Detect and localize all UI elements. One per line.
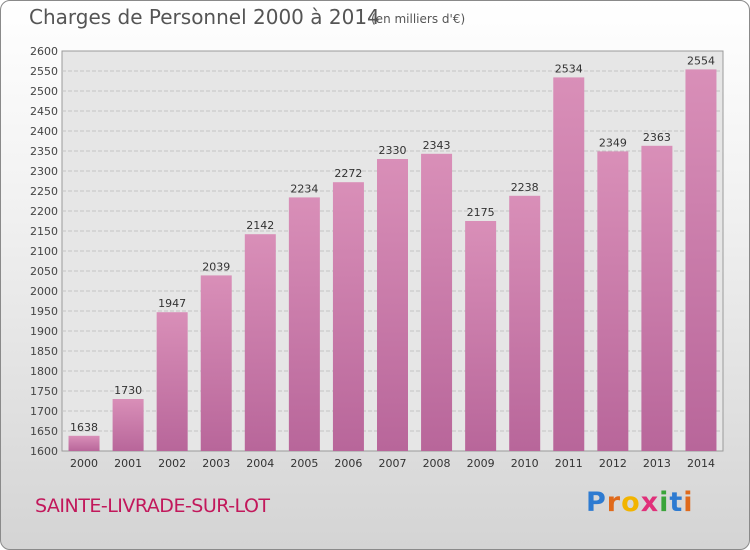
bar — [332, 182, 364, 451]
y-tick-label: 1950 — [30, 305, 58, 318]
data-label: 2175 — [467, 206, 495, 219]
y-tick-label: 2200 — [30, 205, 58, 218]
data-label: 1947 — [158, 297, 186, 310]
bar — [421, 153, 453, 452]
data-labels: 1638 1730 1947 2039 2142 2234 2272 2330 2343 2175… — [70, 54, 715, 433]
logo-letter: i — [659, 487, 670, 518]
data-label: 2234 — [290, 182, 318, 195]
bar — [553, 77, 585, 452]
x-tick-label: 2001 — [114, 457, 142, 470]
bar — [641, 145, 673, 452]
data-label: 2363 — [643, 131, 671, 144]
y-tick-label: 1850 — [30, 345, 58, 358]
bar — [685, 69, 717, 452]
y-tick-label: 1900 — [30, 325, 58, 338]
x-tick-label: 2002 — [158, 457, 186, 470]
x-tick-label: 2009 — [467, 457, 495, 470]
y-tick-label: 2300 — [30, 165, 58, 178]
x-tick-label: 2014 — [687, 457, 715, 470]
bar — [377, 159, 408, 451]
bar — [200, 275, 232, 451]
y-tick-label: 2250 — [30, 185, 58, 198]
x-tick-label: 2012 — [599, 457, 627, 470]
x-tick-label: 2008 — [423, 457, 451, 470]
x-tick-label: 2000 — [70, 457, 98, 470]
bar — [156, 312, 188, 451]
city-name: SAINTE-LIVRADE-SUR-LOT — [35, 495, 270, 517]
y-tick-label: 2000 — [30, 285, 58, 298]
data-label: 2554 — [687, 54, 715, 67]
x-tick-label: 2003 — [202, 457, 230, 470]
logo-letter: r — [606, 487, 622, 518]
y-tick-label: 2600 — [30, 45, 58, 58]
bars — [68, 69, 717, 452]
data-label: 1638 — [70, 421, 98, 434]
y-tick-label: 2150 — [30, 225, 58, 238]
y-axis-ticks: 1600 1650 1700 1750 1800 1850 1900 1950 2000 2050… — [30, 45, 58, 458]
y-tick-label: 2050 — [30, 265, 58, 278]
x-tick-label: 2006 — [334, 457, 362, 470]
data-label: 2349 — [599, 136, 627, 149]
x-tick-label: 2011 — [555, 457, 583, 470]
y-tick-label: 2100 — [30, 245, 58, 258]
bar — [465, 221, 497, 451]
y-tick-label: 2450 — [30, 105, 58, 118]
logo-letter: i — [683, 487, 694, 518]
bar — [509, 195, 541, 451]
data-label: 2343 — [423, 139, 451, 152]
logo-letter: x — [640, 487, 660, 518]
x-tick-label: 2010 — [511, 457, 539, 470]
data-label: 2272 — [334, 167, 362, 180]
bar — [597, 151, 629, 451]
chart-title: Charges de Personnel 2000 à 2014 — [29, 5, 380, 29]
y-tick-label: 1700 — [30, 405, 58, 418]
data-label: 2534 — [555, 62, 583, 75]
proxiti-logo: Proxiti — [586, 487, 694, 518]
logo-letter: o — [621, 487, 641, 518]
bar — [288, 197, 320, 451]
y-tick-label: 2500 — [30, 85, 58, 98]
x-tick-label: 2004 — [246, 457, 274, 470]
data-label: 1730 — [114, 384, 142, 397]
bar — [112, 399, 144, 451]
y-tick-label: 2350 — [30, 145, 58, 158]
data-label: 2039 — [202, 260, 230, 273]
data-label: 2330 — [379, 144, 407, 157]
x-tick-label: 2005 — [290, 457, 318, 470]
bar — [244, 234, 276, 451]
data-label: 2142 — [246, 219, 274, 232]
x-tick-label: 2007 — [379, 457, 407, 470]
x-axis-ticks: 2000 2001 2002 2003 2004 2005 2006 2007 2008 2009… — [70, 457, 715, 470]
logo-letter: t — [669, 487, 684, 518]
y-tick-label: 2550 — [30, 65, 58, 78]
y-tick-label: 2400 — [30, 125, 58, 138]
y-tick-label: 1800 — [30, 365, 58, 378]
y-tick-label: 1600 — [30, 445, 58, 458]
x-tick-label: 2013 — [643, 457, 671, 470]
logo-letter: P — [586, 487, 607, 518]
y-tick-label: 1650 — [30, 425, 58, 438]
chart-subtitle: (en milliers d'€) — [371, 12, 466, 26]
y-tick-label: 1750 — [30, 385, 58, 398]
bar — [68, 435, 100, 451]
data-label: 2238 — [511, 181, 539, 194]
